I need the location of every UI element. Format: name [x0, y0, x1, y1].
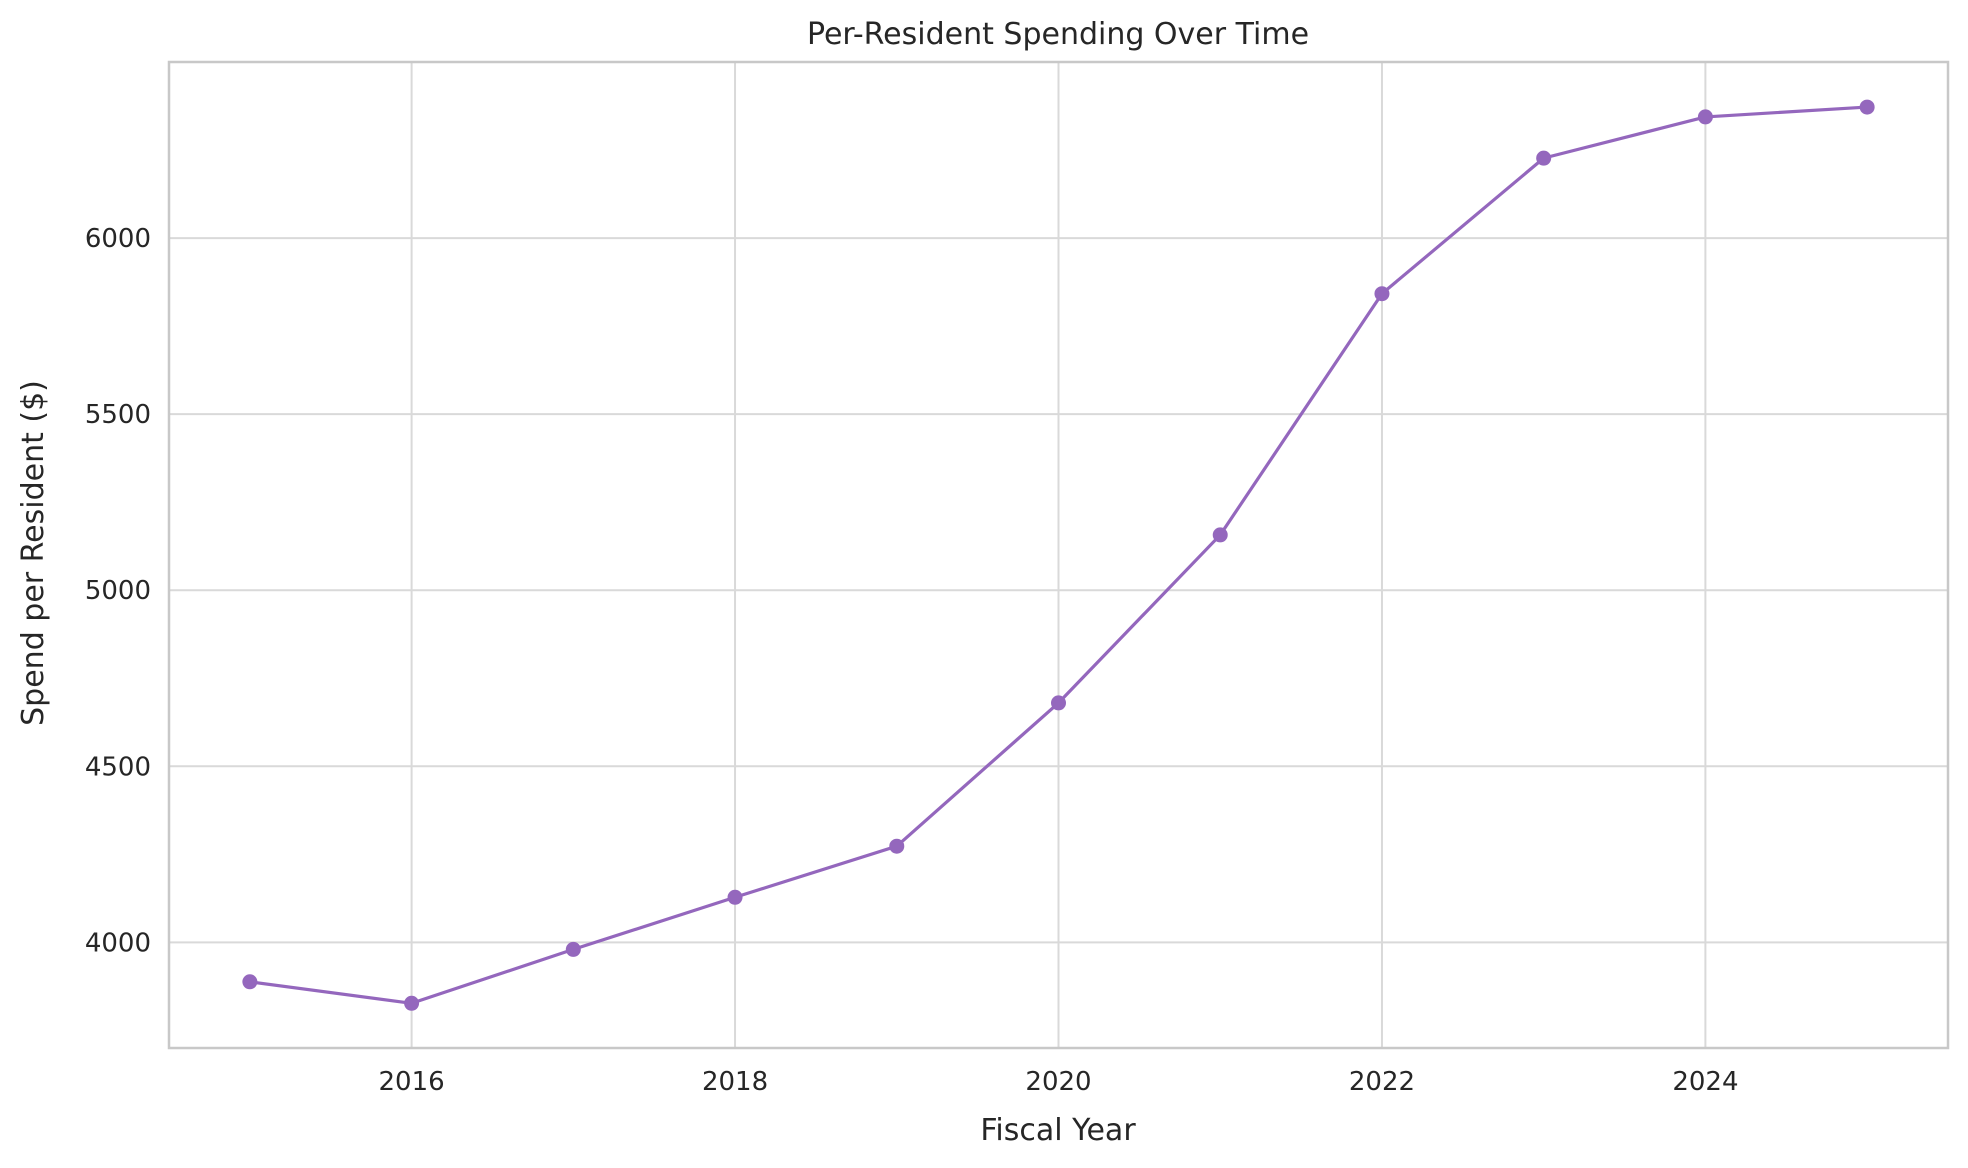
- y-axis-label: Spend per Resident ($): [16, 380, 51, 726]
- y-tick-label: 5500: [85, 400, 151, 430]
- data-point: [1859, 99, 1875, 115]
- x-tick-label: 2024: [1672, 1067, 1738, 1097]
- chart-title: Per-Resident Spending Over Time: [807, 17, 1309, 52]
- x-axis-ticks: 2016 2018 2020 2022 2024: [379, 1067, 1739, 1097]
- data-point: [1697, 109, 1713, 125]
- y-tick-label: 6000: [85, 224, 151, 254]
- y-tick-label: 4500: [85, 752, 151, 782]
- plot-border: [167, 60, 1950, 1050]
- x-tick-label: 2016: [379, 1067, 445, 1097]
- y-tick-label: 5000: [85, 576, 151, 606]
- x-tick-label: 2020: [1025, 1067, 1091, 1097]
- y-tick-label: 4000: [85, 928, 151, 958]
- data-point: [404, 995, 420, 1011]
- data-point: [242, 974, 258, 990]
- data-point: [1212, 527, 1228, 543]
- data-point: [565, 941, 581, 957]
- data-point: [727, 889, 743, 905]
- y-axis-ticks: 4000 4500 5000 5500 6000: [85, 224, 151, 958]
- data-point: [889, 838, 905, 854]
- x-tick-label: 2018: [702, 1067, 768, 1097]
- data-point: [1374, 286, 1390, 302]
- plot-frame: [167, 60, 1950, 1050]
- x-tick-label: 2022: [1349, 1067, 1415, 1097]
- data-point: [1536, 150, 1552, 166]
- data-point: [1051, 695, 1066, 711]
- x-axis-label: Fiscal Year: [980, 1113, 1136, 1148]
- grid: [169, 62, 1948, 1048]
- series: [242, 99, 1875, 1011]
